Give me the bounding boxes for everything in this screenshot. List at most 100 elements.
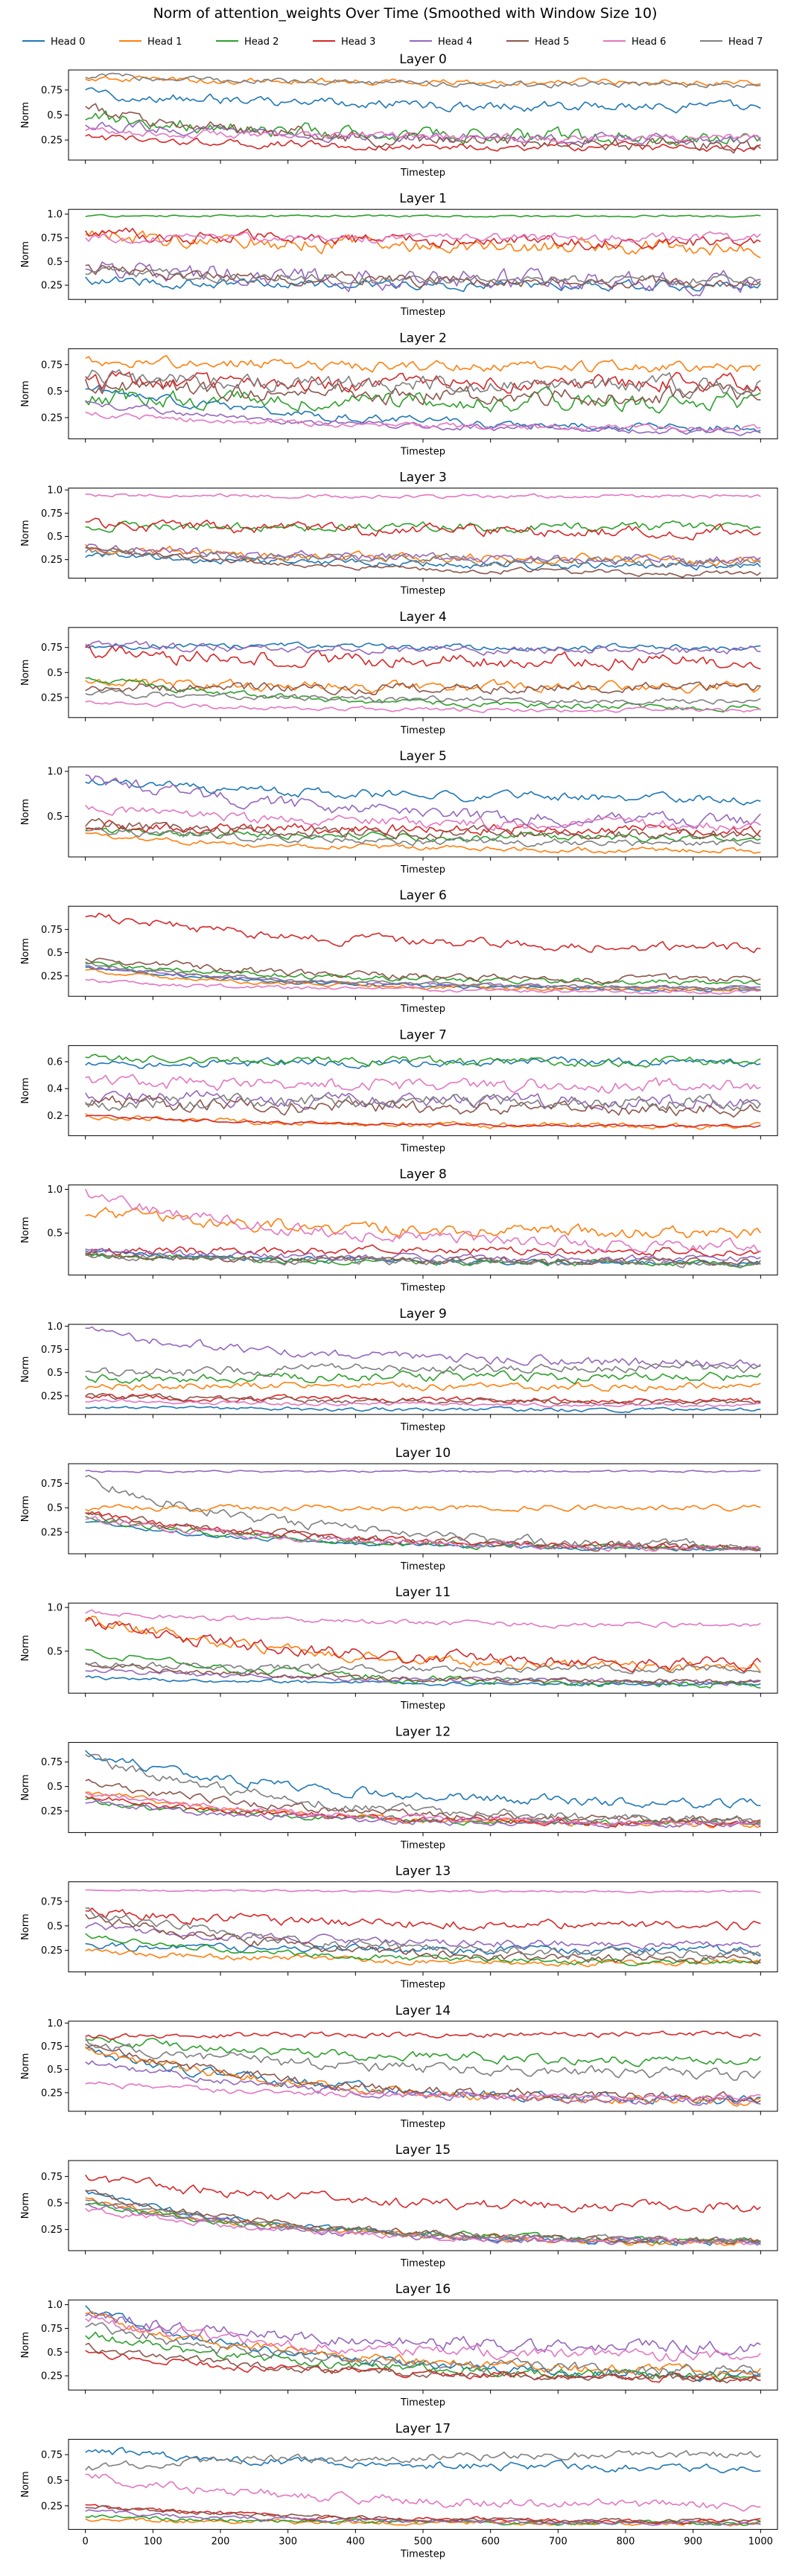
y-tick-label: 1.0 [47, 1603, 63, 1614]
subplot-13: Layer 13 Norm Timestep 0.25 0.5 0.75 [20, 1864, 778, 1991]
series-line-head-0 [85, 966, 761, 992]
x-axis-label: Timestep [400, 446, 445, 457]
series-line-head-1 [85, 2311, 761, 2378]
subplot-title: Layer 0 [399, 52, 447, 67]
y-tick-label: 0.75 [41, 1896, 63, 1907]
legend-label: Head 2 [244, 36, 279, 48]
series-line-head-3 [85, 820, 761, 837]
y-tick-label: 0.75 [41, 643, 63, 654]
series-group [85, 2446, 761, 2527]
subplot-3: Layer 3 Norm Timestep 0.25 0.5 0.75 1.0 [20, 471, 778, 597]
y-axis-label: Norm [20, 2053, 31, 2079]
x-axis-label: Timestep [400, 1004, 445, 1015]
y-tick-label: 0.5 [47, 812, 63, 823]
y-tick-label: 0.25 [41, 136, 63, 147]
x-tick-label: 400 [346, 2536, 365, 2547]
series-line-head-6 [85, 231, 761, 244]
series-group [85, 493, 761, 578]
series-line-head-5 [85, 1392, 761, 1406]
figure-title: Norm of attention_weights Over Time (Smo… [153, 5, 657, 22]
series-line-head-0 [85, 1942, 761, 1957]
legend-label: Head 5 [535, 36, 569, 48]
subplot-9: Layer 9 Norm Timestep 0.25 0.5 0.75 1.0 [20, 1307, 778, 1433]
y-tick-label: 0.25 [41, 2501, 63, 2512]
series-line-head-3 [85, 912, 761, 954]
subplot-8: Layer 8 Norm Timestep 0.5 1.0 [20, 1167, 778, 1294]
series-line-head-3 [85, 2030, 761, 2041]
y-tick-label: 0.6 [47, 1057, 63, 1068]
x-axis-label: Timestep [400, 2397, 445, 2408]
series-line-head-0 [85, 87, 761, 114]
series-line-head-6 [85, 1889, 761, 1893]
series-group [85, 1470, 761, 1552]
series-group [84, 2030, 761, 2107]
subplot-5: Layer 5 Norm Timestep 0.5 1.0 [20, 749, 778, 876]
series-line-head-2 [85, 2037, 761, 2068]
series-line-head-6 [85, 1791, 761, 1827]
legend: Head 0 Head 1 Head 2 Head 3 Head 4 Head 5 Head… [22, 36, 763, 48]
subplot-title: Layer 15 [395, 2143, 451, 2158]
series-group [84, 1188, 761, 1269]
subplot-title: Layer 11 [395, 1585, 451, 1600]
legend-label: Head 1 [147, 36, 182, 48]
y-tick-label: 0.25 [41, 971, 63, 982]
series-line-head-6 [85, 804, 761, 832]
y-tick-label: 0.5 [47, 1368, 63, 1379]
series-line-head-5 [85, 957, 761, 984]
x-tick-label: 700 [549, 2536, 567, 2547]
series-group [84, 354, 761, 436]
series-line-head-6 [85, 1516, 761, 1552]
y-tick-label: 0.25 [41, 2371, 63, 2382]
series-line-head-3 [85, 2350, 761, 2383]
subplot-title: Layer 14 [395, 2003, 451, 2018]
y-tick-label: 1.0 [47, 767, 63, 778]
y-tick-label: 0.75 [41, 2172, 63, 2183]
y-tick-label: 0.5 [47, 110, 63, 121]
series-line-head-5 [85, 2505, 761, 2524]
series-line-head-6 [85, 1609, 761, 1629]
legend-entry: Head 1 [119, 36, 182, 48]
plot-frame [68, 488, 778, 579]
y-tick-label: 0.75 [41, 233, 63, 244]
series-line-head-0 [85, 1675, 761, 1687]
y-axis-label: Norm [20, 1077, 31, 1103]
series-line-head-0 [85, 1249, 761, 1267]
y-tick-label: 0.75 [41, 925, 63, 936]
series-line-head-0 [85, 1750, 761, 1809]
y-tick-label: 0.5 [47, 948, 63, 959]
subplot-title: Layer 3 [399, 471, 447, 485]
y-tick-label: 0.5 [47, 1782, 63, 1793]
y-axis-label: Norm [20, 1774, 31, 1800]
series-line-head-6 [85, 2473, 761, 2512]
y-axis-label: Norm [20, 1635, 31, 1661]
series-line-head-1 [85, 1791, 761, 1829]
y-tick-label: 0.5 [47, 668, 63, 679]
subplot-17: Layer 17 Norm Timestep 0.25 0.5 0.75 0 100 200 30… [20, 2421, 778, 2560]
series-line-head-0 [85, 384, 761, 433]
x-axis-label: Timestep [400, 307, 445, 318]
y-axis-label: Norm [20, 241, 31, 267]
subplot-grid: Layer 0 Norm Timestep 0.25 0.5 0.75 Layer 1 Nor… [20, 52, 778, 2560]
legend-label: Head 4 [438, 36, 472, 48]
y-axis-label: Norm [20, 520, 31, 546]
subplot-title: Layer 5 [399, 749, 447, 764]
x-axis-label: Timestep [400, 1422, 445, 1433]
subplot-title: Layer 6 [399, 888, 447, 903]
y-axis-label: Norm [20, 1496, 31, 1522]
legend-entry: Head 3 [313, 36, 375, 48]
series-line-head-4 [85, 1326, 761, 1369]
x-axis-label: Timestep [400, 2258, 445, 2269]
series-line-head-4 [85, 2060, 761, 2106]
series-line-head-3 [85, 1907, 761, 1931]
series-line-head-5 [85, 2190, 761, 2245]
series-line-head-7 [85, 1252, 761, 1269]
series-line-head-4 [85, 2509, 761, 2526]
y-tick-label: 0.75 [41, 85, 63, 96]
subplot-title: Layer 10 [395, 1446, 451, 1461]
subplot-title: Layer 7 [399, 1027, 447, 1042]
series-line-head-4 [85, 640, 761, 656]
series-line-head-3 [85, 1115, 761, 1128]
x-tick-label: 1000 [748, 2536, 773, 2547]
y-tick-label: 0.5 [47, 2065, 63, 2076]
series-line-head-0 [85, 552, 761, 571]
